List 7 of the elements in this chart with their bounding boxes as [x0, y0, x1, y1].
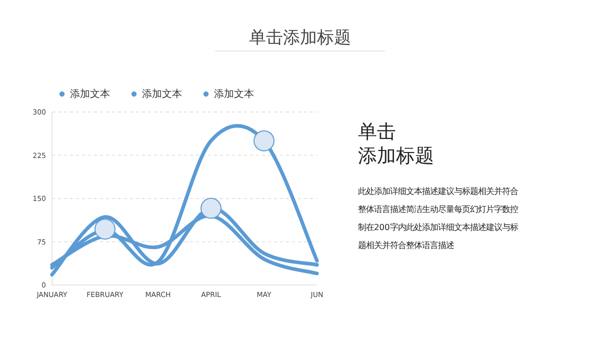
text: 单击: [358, 120, 396, 144]
legend-label: 添加文本: [214, 88, 254, 101]
text: 此处添加详细文本描述建议与标题相关并符合整体语言描述简洁生动尽量每页幻灯片字数控制在200字内此处添加详细文本描述建议与标题相关并符合整体语言描述: [358, 185, 518, 252]
legend-label: 添加文本: [70, 88, 110, 101]
text: 添加标题: [358, 144, 434, 168]
chart-title: 单击添加标题: [248, 27, 352, 49]
legend-label: 添加文本: [142, 88, 182, 101]
